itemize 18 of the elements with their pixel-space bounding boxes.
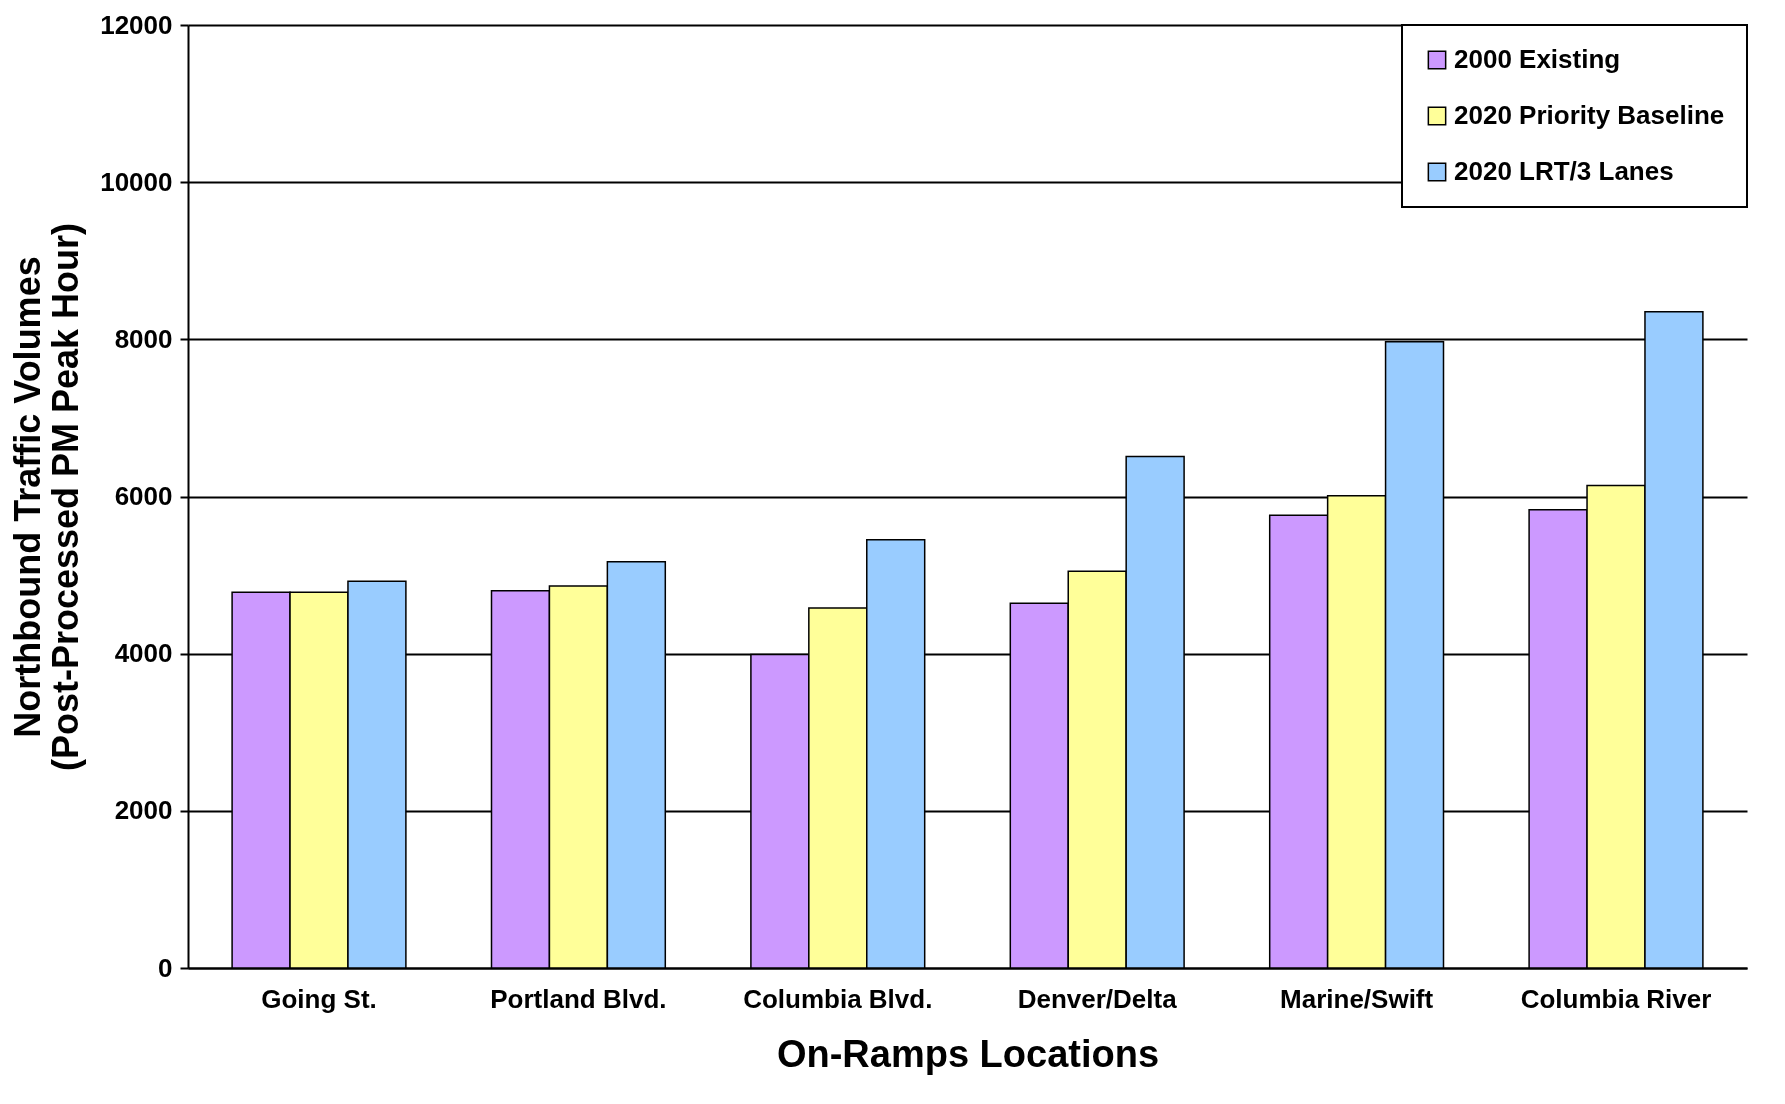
y-axis-title: Northbound Traffic Volumes (Post-Processed PM Peak Hour) [7,222,87,772]
y-tick-label: 12000 [100,9,173,40]
y-tick-label: 8000 [114,323,173,354]
x-axis-title: On-Ramps Locations [776,1032,1160,1075]
y-tick-label: 10000 [100,166,173,197]
legend-label: 2000 Existing [1454,44,1621,74]
x-tick-label: Columbia Blvd. [743,983,933,1014]
legend-label: 2020 LRT/3 Lanes [1454,156,1674,186]
y-tick-label: 4000 [114,638,173,669]
x-tick-label: Denver/Delta [1017,983,1178,1014]
legend-label: 2020 Priority Baseline [1454,100,1725,130]
x-tick-label: Going St. [261,983,377,1014]
y-tick-label: 6000 [114,481,173,511]
y-tick-label: 2000 [114,795,173,826]
y-tick-label: 0 [158,952,173,983]
x-tick-label: Marine/Swift [1280,983,1434,1014]
x-tick-label: Portland Blvd. [490,983,667,1014]
x-tick-label: Columbia River [1520,983,1712,1014]
